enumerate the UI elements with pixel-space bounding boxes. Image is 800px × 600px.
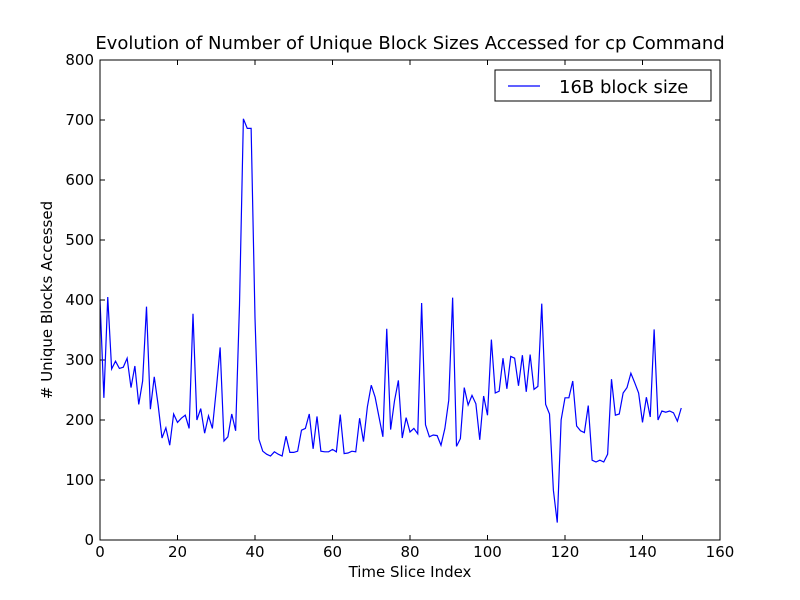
legend: 16B block size [494, 69, 712, 102]
series-line-16b-block-size [99, 118, 682, 523]
x-tick-label: 100 [473, 543, 502, 561]
y-axis-label: # Unique Blocks Accessed [38, 201, 56, 399]
x-tick-label: 60 [323, 543, 342, 561]
x-tick-label: 40 [245, 543, 264, 561]
y-tick-label: 700 [65, 111, 94, 129]
legend-label: 16B block size [559, 77, 688, 98]
x-tick-label: 0 [95, 543, 105, 561]
x-tick-label: 140 [628, 543, 657, 561]
y-tick-label: 400 [65, 291, 94, 309]
x-tick-label: 80 [400, 543, 419, 561]
x-axis-label: Time Slice Index [348, 563, 472, 581]
y-axis-ticks: 0 100 200 300 400 500 600 700 800 [65, 51, 720, 549]
x-tick-label: 160 [706, 543, 735, 561]
x-axis-ticks: 0 20 40 60 80 100 120 140 160 [95, 60, 734, 561]
y-tick-label: 500 [65, 231, 94, 249]
y-tick-label: 200 [65, 411, 94, 429]
y-tick-label: 300 [65, 351, 94, 369]
y-tick-label: 0 [84, 531, 94, 549]
chart-title: Evolution of Number of Unique Block Size… [95, 33, 724, 54]
y-tick-label: 600 [65, 171, 94, 189]
x-tick-label: 20 [168, 543, 187, 561]
y-tick-label: 800 [65, 51, 94, 69]
y-tick-label: 100 [65, 471, 94, 489]
plot-frame [99, 59, 721, 541]
x-tick-label: 120 [551, 543, 580, 561]
